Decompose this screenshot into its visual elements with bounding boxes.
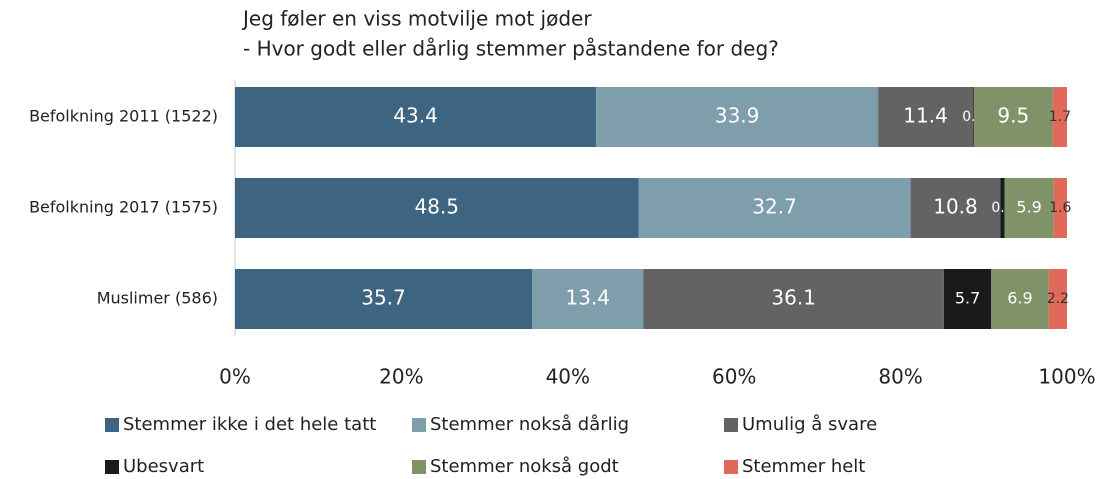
data-label: 32.7 <box>752 195 797 219</box>
bar-segment <box>638 178 911 238</box>
legend-label: Ubesvart <box>123 456 204 477</box>
bar-segment <box>532 269 644 329</box>
data-label: 2.2 <box>1047 291 1069 307</box>
legend-swatch <box>724 418 738 432</box>
legend-swatch <box>105 418 119 432</box>
data-label: 5.7 <box>955 289 980 308</box>
bar-segment <box>910 178 1001 238</box>
bar-segment <box>973 87 1053 147</box>
x-tick-label: 0% <box>219 365 251 389</box>
bar-segment <box>1053 178 1067 238</box>
bar-segment <box>1052 87 1067 147</box>
data-label: 9.5 <box>997 104 1029 128</box>
bar-segment <box>1004 178 1054 238</box>
y-tick-label: Muslimer (586) <box>97 289 218 308</box>
data-label: 10.8 <box>933 195 978 219</box>
x-tick-label: 20% <box>379 365 423 389</box>
legend-label: Umulig å svare <box>742 414 877 435</box>
data-label: 35.7 <box>361 286 406 310</box>
x-tick-label: 100% <box>1038 365 1095 389</box>
legend-swatch <box>412 418 426 432</box>
legend-swatch <box>724 460 738 474</box>
data-label: 1.7 <box>1049 109 1071 125</box>
bar-segment <box>596 87 879 147</box>
data-label: 6.9 <box>1007 289 1032 308</box>
x-tick-label: 40% <box>546 365 590 389</box>
chart-subtitle: - Hvor godt eller dårlig stemmer påstand… <box>243 37 779 61</box>
bar-segment <box>943 269 992 329</box>
y-tick-label: Befolkning 2011 (1522) <box>29 107 218 126</box>
chart-title: Jeg føler en viss motvilje mot jøder <box>241 7 592 31</box>
bar-segment <box>1048 269 1067 329</box>
data-label: 11.4 <box>903 104 948 128</box>
bar-segment <box>643 269 944 329</box>
data-label: 33.9 <box>715 104 760 128</box>
x-tick-label: 80% <box>878 365 922 389</box>
legend-swatch <box>105 460 119 474</box>
bar-segment <box>972 87 974 147</box>
data-label: 5.9 <box>1016 198 1041 217</box>
bar-segment <box>235 269 533 329</box>
data-label: 48.5 <box>414 195 459 219</box>
legend-label: Stemmer nokså dårlig <box>430 414 629 435</box>
data-label: 1.6 <box>1049 200 1071 216</box>
data-label: 43.4 <box>393 104 438 128</box>
bar-segment <box>235 87 597 147</box>
legend-swatch <box>412 460 426 474</box>
bar-segment <box>235 178 639 238</box>
bar-segment <box>878 87 973 147</box>
data-label: 36.1 <box>771 286 816 310</box>
y-tick-label: Befolkning 2017 (1575) <box>29 198 218 217</box>
x-tick-label: 60% <box>712 365 756 389</box>
legend-label: Stemmer helt <box>742 456 865 477</box>
bar-segment <box>1000 178 1005 238</box>
legend-label: Stemmer ikke i det hele tatt <box>123 414 376 435</box>
data-label: 13.4 <box>566 286 611 310</box>
bar-segment <box>991 269 1049 329</box>
legend-label: Stemmer nokså godt <box>430 456 619 477</box>
